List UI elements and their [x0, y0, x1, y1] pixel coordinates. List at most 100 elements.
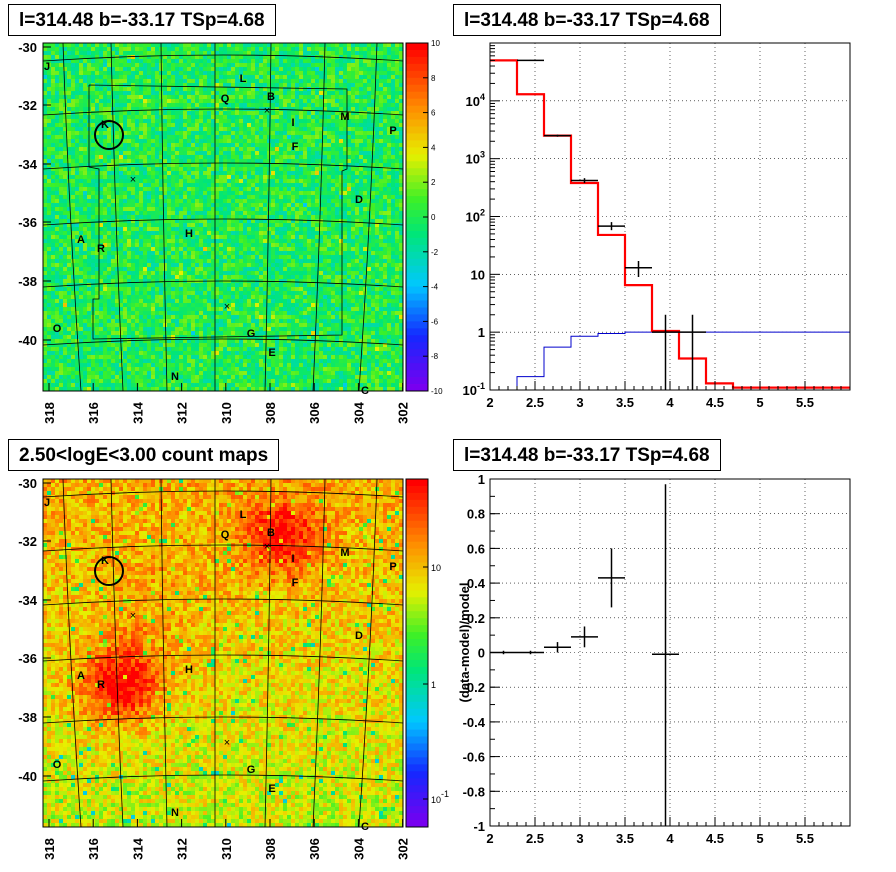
spectrum-ytick-label: 102: [466, 208, 485, 225]
tl-colorbar-label: 10: [431, 39, 440, 48]
bl-cross-marker: ×: [224, 737, 230, 749]
tl-source-label: A: [77, 234, 85, 246]
tl-ytick-label: -30: [18, 40, 37, 55]
tl-colorbar-label: -2: [431, 248, 439, 257]
spectrum-plot: 2 2.5 3 3.5 4 4.5 5 5.5 10-1 1 10 102 103 104: [463, 42, 851, 410]
residual-ytick-label: 0.2: [467, 611, 485, 626]
bl-source-label: Q: [221, 529, 230, 541]
tl-colorbar: 10 8 6 4 2 0 -2 -4 -6 -8 -10: [405, 39, 443, 396]
spectrum-ytick-label: 103: [466, 150, 485, 167]
bl-source-label: J: [44, 497, 50, 509]
tl-source-label: H: [185, 228, 193, 240]
tl-source-label: N: [171, 371, 179, 383]
tl-ytick-label: -34: [18, 157, 38, 172]
tl-xtick-label: 310: [219, 402, 234, 424]
tl-lat-line: [42, 54, 404, 62]
tl-ytick-label: -32: [18, 98, 37, 113]
residual-xtick-label: 3.5: [616, 831, 634, 846]
bl-source-label: L: [240, 509, 247, 521]
spectrum-xtick-label: 2: [486, 395, 493, 410]
bl-source-label: M: [340, 547, 349, 559]
residual-ytick-label: 0.6: [467, 541, 485, 556]
tl-source-label: F: [292, 141, 299, 153]
bl-lon-line: [264, 478, 272, 828]
residual-ytick-label: 1: [478, 472, 485, 487]
bl-lon-line: [358, 478, 378, 828]
spectrum-xtick-label: 3: [576, 395, 583, 410]
tl-source-label: I: [291, 117, 294, 129]
tl-source-label: E: [268, 347, 275, 359]
bl-source-label: H: [185, 664, 193, 676]
tl-colorbar-label: 0: [431, 213, 436, 222]
bl-cross-marker: ×: [130, 610, 136, 622]
bl-xtick-label: 302: [396, 838, 411, 860]
tl-colorbar-label: -4: [431, 283, 439, 292]
bl-cross-marker: ×: [264, 541, 270, 553]
title-top-right: l=314.48 b=-33.17 TSp=4.68: [453, 4, 721, 36]
tl-lon-line: [264, 42, 272, 392]
tl-source-label: P: [389, 125, 396, 137]
bl-source-label: F: [292, 577, 299, 589]
bl-xtick-label: 306: [307, 838, 322, 860]
bl-ytick-label: -36: [18, 651, 37, 666]
bl-ytick-label: -32: [18, 534, 37, 549]
tl-source-label: D: [355, 194, 363, 206]
bl-source-label: I: [291, 553, 294, 565]
spectrum-ytick-label: 10: [471, 267, 485, 282]
tl-lon-line: [62, 42, 82, 392]
bl-source-label: B: [267, 527, 275, 539]
residual-xtick-label: 5.5: [796, 831, 814, 846]
tl-xtick-label: 304: [351, 401, 366, 423]
bl-source-label: O: [53, 759, 62, 771]
bl-lon-line: [110, 478, 124, 828]
bl-lon-line: [312, 478, 326, 828]
bl-lon-line: [62, 478, 82, 828]
residual-ytick-label: -0.2: [463, 680, 485, 695]
tl-ytick-label: -38: [18, 274, 37, 289]
bl-frame: [42, 478, 404, 828]
tl-source-label: K: [101, 119, 109, 131]
residual-xtick-label: 4: [666, 831, 674, 846]
bl-source-label: G: [247, 764, 256, 776]
title-top-left: l=314.48 b=-33.17 TSp=4.68: [8, 4, 276, 36]
tl-lat-line: [42, 280, 404, 288]
bl-ytick-label: -34: [18, 593, 38, 608]
residual-xtick-label: 2.5: [526, 831, 544, 846]
bl-ytick-label: -40: [18, 769, 37, 784]
tl-source-label: R: [97, 243, 105, 255]
tl-colorbar-label: 4: [431, 143, 436, 152]
tl-lat-line: [42, 338, 404, 346]
tl-colorbar-label: 2: [431, 178, 436, 187]
bl-lat-line: [42, 598, 404, 606]
residual-xtick-label: 3: [576, 831, 583, 846]
bl-xtick-label: 310: [219, 838, 234, 860]
bl-source-label: A: [77, 670, 85, 682]
tl-lon-line: [110, 42, 124, 392]
bl-lat-line: [42, 654, 404, 662]
residual-ytick-label: 0.4: [467, 576, 486, 591]
bl-colorbar: 10 1 10-1: [405, 478, 449, 828]
bl-source-label: D: [355, 630, 363, 642]
tl-source-label: O: [53, 323, 62, 335]
tl-xtick-label: 302: [396, 402, 411, 424]
spectrum-xtick-label: 4.5: [706, 395, 724, 410]
tl-source-label: M: [340, 111, 349, 123]
tl-ytick-label: -36: [18, 215, 37, 230]
bl-ytick-label: -38: [18, 710, 37, 725]
tl-source-circle: [94, 120, 124, 150]
bl-source-circle: [94, 556, 124, 586]
bl-xtick-label: 312: [175, 838, 190, 860]
tl-lat-line: [42, 162, 404, 170]
bl-source-label: E: [268, 783, 275, 795]
title-bottom-left: 2.50<logE<3.00 count maps: [8, 439, 280, 471]
spectrum-model-total: [490, 59, 850, 389]
tl-cross-marker: ×: [264, 105, 270, 117]
tl-xtick-label: 318: [42, 402, 57, 424]
tl-lat-line: [42, 218, 404, 226]
tl-lon-line: [358, 42, 378, 392]
tl-source-label: Q: [221, 93, 230, 105]
spectrum-xtick-label: 4: [666, 395, 674, 410]
bl-xtick-label: 308: [263, 838, 278, 860]
